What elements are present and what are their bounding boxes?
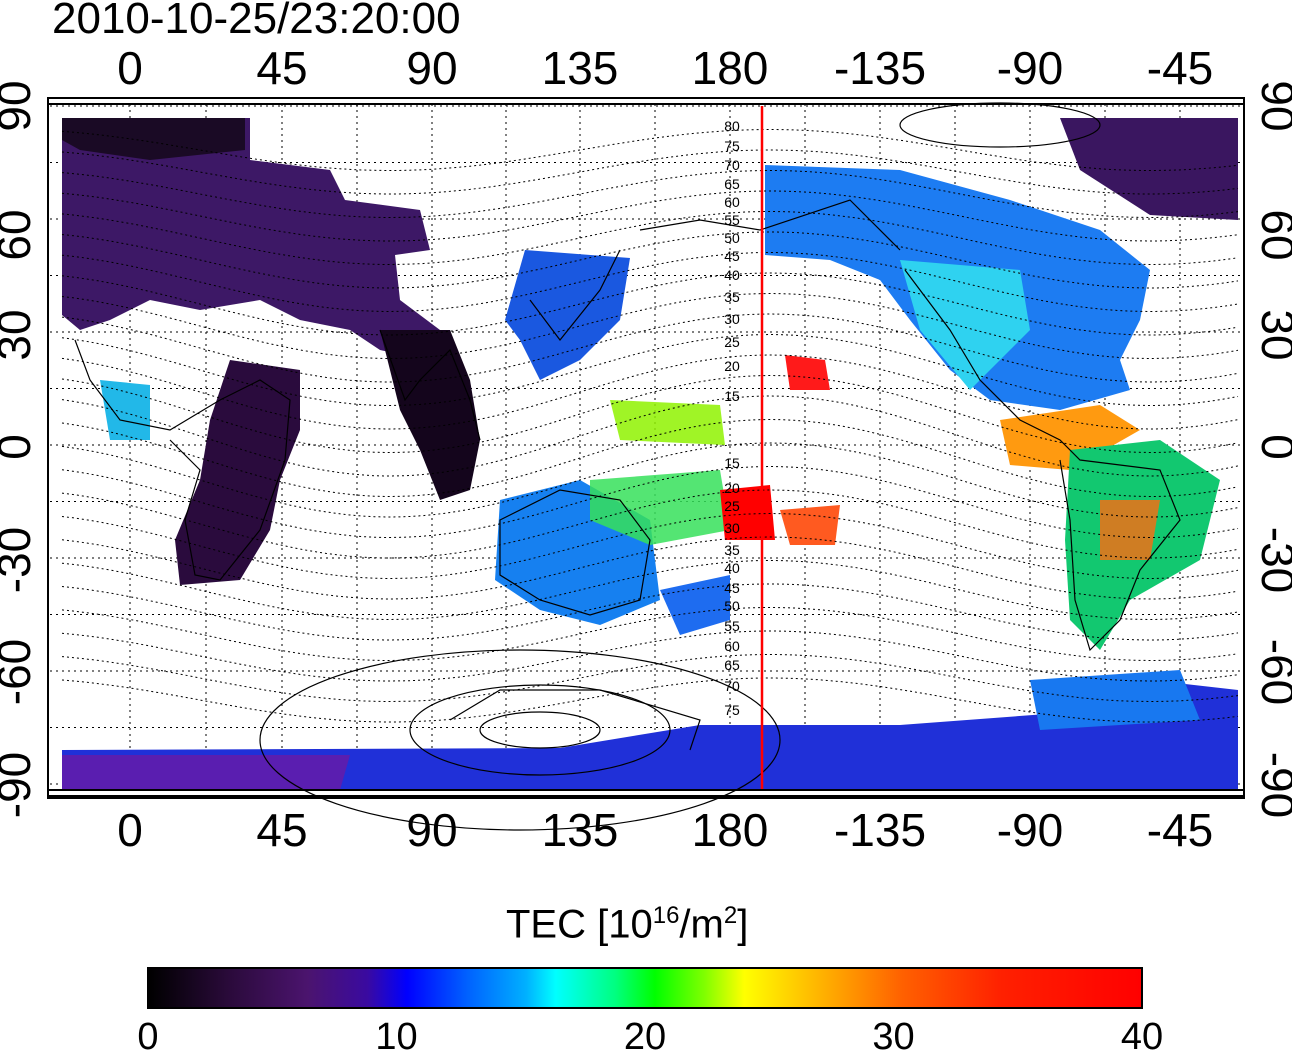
lat-tick-label: 60 xyxy=(1252,209,1292,260)
contour-label: 55 xyxy=(724,212,740,228)
contour-label: 45 xyxy=(724,248,740,264)
lat-tick-label: 30 xyxy=(0,309,40,360)
contour-label: 25 xyxy=(724,498,740,514)
contour-label: 50 xyxy=(724,230,740,246)
colorbar-tick-label: 20 xyxy=(623,1016,667,1058)
colorbar-tick-label: 30 xyxy=(872,1016,915,1058)
tec-region-antarctica-west xyxy=(62,755,350,790)
lat-tick-label: 30 xyxy=(1252,309,1292,360)
contour-label: 70 xyxy=(724,678,740,694)
lat-ticks-right: 90 60 30 0 -30 -60 -90 xyxy=(1252,80,1292,818)
tec-region-usa xyxy=(900,260,1030,390)
lat-tick-label: -30 xyxy=(1252,527,1292,593)
lat-tick-label: -90 xyxy=(1252,752,1292,818)
colorbar-tick-label: 0 xyxy=(137,1016,159,1058)
contour-label: 70 xyxy=(724,157,740,173)
contour-labels: 80 75 70 65 60 55 50 45 40 35 30 25 20 15 15 20 25 30 35 40… xyxy=(724,118,740,718)
lon-ticks-bottom: 0 45 90 135 180 -135 -90 -45 xyxy=(117,804,1213,856)
contour-label: 65 xyxy=(724,657,740,673)
contour-label: 35 xyxy=(724,542,740,558)
lon-tick-label: -45 xyxy=(1147,804,1213,856)
tec-region-africa xyxy=(175,360,300,585)
contour-label: 30 xyxy=(724,311,740,327)
tec-data xyxy=(62,118,1238,790)
lon-tick-label: 135 xyxy=(542,42,619,94)
tec-region-new-zealand xyxy=(660,575,730,635)
tec-region-antarctica xyxy=(62,680,1238,790)
lon-tick-label: 90 xyxy=(406,42,457,94)
colorbar-tick-label: 10 xyxy=(375,1016,418,1058)
tec-region-antarctic-peninsula xyxy=(1030,670,1200,730)
tec-region-japan xyxy=(505,250,630,380)
lon-tick-label: -135 xyxy=(834,42,926,94)
contour-label: 20 xyxy=(724,480,740,496)
contour-label: 15 xyxy=(724,388,740,404)
contour-label: 80 xyxy=(724,118,740,134)
contour-label: 45 xyxy=(724,580,740,596)
lon-tick-label: 180 xyxy=(692,42,769,94)
contour-label: 25 xyxy=(724,334,740,350)
tec-region-red-south-pacific xyxy=(780,505,840,545)
contour-label: 40 xyxy=(724,560,740,576)
tec-region-pacific-north xyxy=(610,400,725,445)
lat-tick-label: 90 xyxy=(1252,80,1292,131)
colorbar-title: TEC [1016/m2] xyxy=(506,902,749,947)
tec-region-central-america xyxy=(1000,405,1140,470)
lon-tick-label: -135 xyxy=(834,804,926,856)
tec-region-south-america-peak xyxy=(1100,500,1160,560)
contour-label: 75 xyxy=(724,138,740,154)
tec-region-europe xyxy=(62,118,440,360)
lat-tick-label: -30 xyxy=(0,527,40,593)
contour-label: 60 xyxy=(724,638,740,654)
lon-tick-label: 90 xyxy=(406,804,457,856)
tec-region-west-africa xyxy=(100,380,150,440)
contour-label: 60 xyxy=(724,194,740,210)
lon-ticks-top: 0 45 90 135 180 -135 -90 -45 xyxy=(117,42,1213,94)
contour-label: 55 xyxy=(724,618,740,634)
tec-region-asia xyxy=(380,330,480,500)
lat-tick-label: -60 xyxy=(1252,639,1292,705)
tec-region-arctic-europe xyxy=(62,118,245,160)
lat-tick-label: 90 xyxy=(0,80,40,131)
lon-tick-label: -90 xyxy=(997,804,1063,856)
magnetic-contours xyxy=(61,128,1239,723)
lat-tick-label: -60 xyxy=(0,639,40,705)
tec-region-red-hawaii xyxy=(785,355,830,390)
lon-tick-label: 0 xyxy=(117,42,143,94)
lat-tick-label: 60 xyxy=(0,209,40,260)
map-title: 2010-10-25/23:20:00 xyxy=(52,0,461,43)
polar-contours xyxy=(259,102,1101,831)
lon-tick-label: 45 xyxy=(256,804,307,856)
lat-tick-label: -90 xyxy=(0,752,40,818)
contour-label: 50 xyxy=(724,598,740,614)
lon-tick-label: -45 xyxy=(1147,42,1213,94)
colorbar-tick-label: 40 xyxy=(1120,1016,1164,1058)
lat-tick-label: 0 xyxy=(0,434,40,460)
contour-label: 15 xyxy=(724,455,740,471)
lon-tick-label: 45 xyxy=(256,42,307,94)
tec-region-greenland xyxy=(1060,118,1238,220)
contour-label: 20 xyxy=(724,358,740,374)
coastlines xyxy=(74,199,1181,751)
contour-label: 65 xyxy=(724,176,740,192)
lon-tick-label: 180 xyxy=(692,804,769,856)
colorbar xyxy=(147,967,1143,1009)
contour-label: 30 xyxy=(724,520,740,536)
lon-tick-label: 135 xyxy=(542,804,619,856)
contour-label: 40 xyxy=(724,267,740,283)
lat-tick-label: 0 xyxy=(1252,434,1292,460)
lon-tick-label: -90 xyxy=(997,42,1063,94)
lon-tick-label: 0 xyxy=(117,804,143,856)
tec-map: 80 75 70 65 60 55 50 45 40 35 30 25 20 15 15 20 25 30 35 40… xyxy=(0,42,1292,856)
lat-ticks-left: 90 60 30 0 -30 -60 -90 xyxy=(0,80,40,818)
contour-label: 35 xyxy=(724,289,740,305)
contour-label: 75 xyxy=(724,702,740,718)
